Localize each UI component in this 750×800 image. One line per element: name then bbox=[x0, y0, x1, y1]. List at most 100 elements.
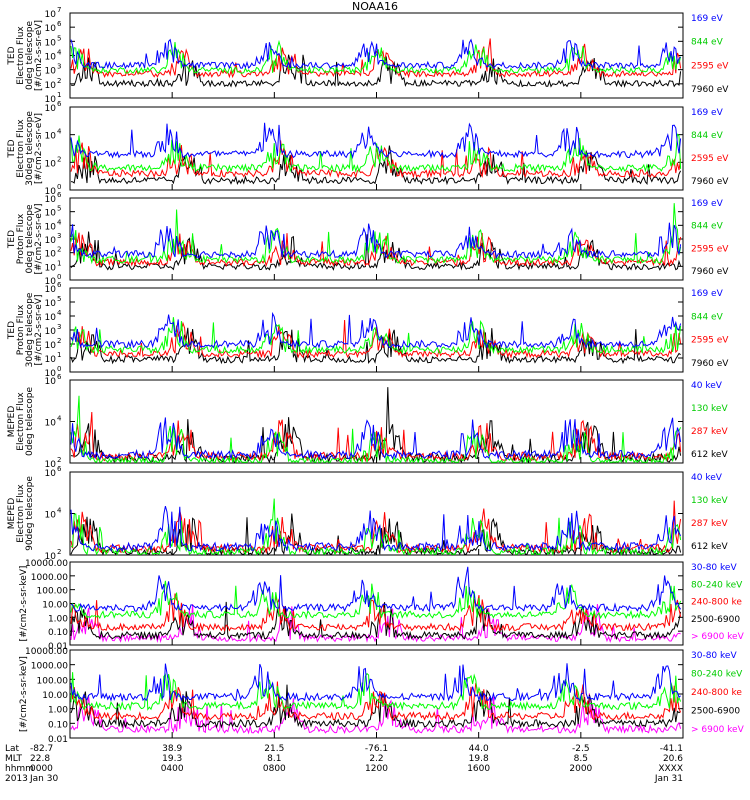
y-tick-label: 10 bbox=[45, 341, 57, 351]
legend-entry: 240-800 ke bbox=[691, 598, 742, 608]
x-tick-mlt: 20.6 bbox=[663, 754, 683, 764]
y-axis-label: [#/cm2-s-sr-eV] bbox=[34, 20, 44, 91]
y-tick-exponent: 6 bbox=[57, 100, 62, 108]
y-tick-label: 0.01 bbox=[48, 735, 68, 745]
y-tick-exponent: 0 bbox=[57, 365, 61, 373]
x-tick-hhmm: 0400 bbox=[161, 764, 184, 774]
x-tick-lat: 21.5 bbox=[264, 744, 284, 754]
y-tick-exponent: 6 bbox=[57, 281, 62, 289]
y-tick-label: 10 bbox=[45, 209, 57, 219]
y-axis-label: [#/cm2-s-sr-keV] bbox=[19, 566, 29, 642]
series-trace-30-80-kev bbox=[70, 663, 681, 703]
series-trace-240-800-ke bbox=[70, 681, 682, 721]
x-row-label: Lat bbox=[5, 744, 20, 754]
y-tick-exponent: 0 bbox=[57, 183, 61, 191]
series-trace-169-ev bbox=[70, 122, 682, 160]
y-tick-exponent: 7 bbox=[57, 6, 61, 14]
y-tick-label: 10 bbox=[45, 419, 57, 429]
y-tick-label: 10 bbox=[45, 38, 57, 48]
y-tick-label: 10 bbox=[45, 24, 57, 34]
y-tick-label: 10 bbox=[45, 313, 57, 323]
y-tick-exponent: 5 bbox=[57, 295, 61, 303]
y-tick-label: 10000.00 bbox=[25, 559, 68, 569]
y-tick-label: 10 bbox=[45, 222, 57, 232]
legend-entry: 2595 eV bbox=[691, 61, 729, 71]
y-tick-exponent: 1 bbox=[57, 91, 61, 99]
y-axis-label: TED bbox=[7, 46, 17, 65]
y-tick-label: 10 bbox=[45, 67, 57, 77]
y-tick-label: 0.01 bbox=[48, 642, 68, 652]
x-row-label: MLT bbox=[5, 754, 23, 764]
y-tick-label: 10 bbox=[45, 285, 57, 295]
legend-entry: 612 keV bbox=[691, 450, 728, 460]
y-tick-label: 10 bbox=[45, 460, 57, 470]
y-tick-label: 1.00 bbox=[48, 706, 68, 716]
x-tick-mlt: 8.1 bbox=[267, 754, 281, 764]
y-axis-label: [#/cm2-s-sr-eV] bbox=[34, 113, 44, 184]
x-tick-date: Jan 30 bbox=[29, 774, 58, 784]
x-tick-mlt: 2.2 bbox=[369, 754, 383, 764]
y-axis-label: Electron Flux bbox=[16, 26, 26, 85]
legend-entry: 130 keV bbox=[691, 496, 728, 506]
legend-entry: 30-80 keV bbox=[691, 563, 737, 573]
series-trace-2595-ev bbox=[70, 38, 682, 79]
y-tick-label: 10.00 bbox=[42, 691, 68, 701]
y-tick-exponent: 4 bbox=[57, 218, 62, 226]
panel-3 bbox=[69, 197, 684, 281]
x-tick-date: Jan 31 bbox=[654, 774, 683, 784]
series-trace-2500-6900 bbox=[70, 684, 681, 729]
y-tick-label: 10 bbox=[45, 552, 57, 562]
x-tick-hhmm: 0000 bbox=[30, 764, 53, 774]
y-tick-label: 10 bbox=[45, 81, 57, 91]
x-tick-lat: 38.9 bbox=[162, 744, 182, 754]
y-tick-exponent: 2 bbox=[57, 548, 61, 556]
y-tick-label: 10 bbox=[45, 469, 57, 479]
y-axis-label: MEPED bbox=[7, 406, 17, 438]
y-tick-label: 10 bbox=[45, 277, 57, 287]
y-tick-exponent: 2 bbox=[57, 246, 61, 254]
legend-entry: 7960 eV bbox=[691, 267, 729, 277]
panel-5 bbox=[69, 379, 684, 465]
y-axis-label: Electron Flux bbox=[16, 392, 26, 451]
x-tick-lat: 44.0 bbox=[469, 744, 489, 754]
legend-entry: 612 keV bbox=[691, 542, 728, 552]
y-tick-label: 10 bbox=[45, 95, 57, 105]
series-trace-7960-ev bbox=[70, 54, 682, 88]
series-trace-169-ev bbox=[70, 311, 682, 350]
y-tick-exponent: 2 bbox=[57, 77, 61, 85]
y-tick-label: 0.10 bbox=[48, 628, 68, 638]
x-tick-hhmm: 2000 bbox=[569, 764, 592, 774]
legend-entry: 287 keV bbox=[691, 427, 728, 437]
legend-entry: 844 eV bbox=[691, 222, 724, 232]
y-tick-exponent: 4 bbox=[57, 507, 62, 515]
y-tick-label: 10 bbox=[45, 327, 57, 337]
x-tick-hhmm: 0800 bbox=[263, 764, 286, 774]
series-trace-30-80-kev bbox=[70, 566, 682, 613]
x-tick-mlt: 19.8 bbox=[469, 754, 489, 764]
y-tick-label: 1000.00 bbox=[31, 573, 68, 583]
y-tick-label: 1.00 bbox=[48, 614, 68, 624]
x-tick-mlt: 22.8 bbox=[30, 754, 50, 764]
x-tick-lat: -76.1 bbox=[365, 744, 388, 754]
y-tick-exponent: 6 bbox=[57, 191, 62, 199]
y-tick-label: 10 bbox=[45, 10, 57, 20]
x-row-label: 2013 bbox=[5, 774, 28, 784]
series-trace-169-ev bbox=[70, 38, 681, 70]
y-tick-exponent: 4 bbox=[57, 49, 62, 57]
panel-7 bbox=[69, 561, 684, 646]
series-trace-844-ev bbox=[70, 317, 682, 355]
y-tick-exponent: 2 bbox=[57, 337, 61, 345]
legend-entry: 169 eV bbox=[691, 108, 724, 118]
y-axis-label: [#/cm2-s-sr-keV] bbox=[19, 656, 29, 732]
y-tick-exponent: 6 bbox=[57, 465, 62, 473]
legend-entry: 2595 eV bbox=[691, 154, 729, 164]
y-tick-exponent: 6 bbox=[57, 373, 62, 381]
x-tick-mlt: 8.5 bbox=[574, 754, 588, 764]
y-tick-label: 0.10 bbox=[48, 720, 68, 730]
y-tick-label: 10000.00 bbox=[25, 647, 68, 657]
legend-entry: 2595 eV bbox=[691, 244, 729, 254]
legend-entry: 80-240 keV bbox=[691, 580, 743, 590]
y-axis-label: TED bbox=[7, 321, 17, 340]
